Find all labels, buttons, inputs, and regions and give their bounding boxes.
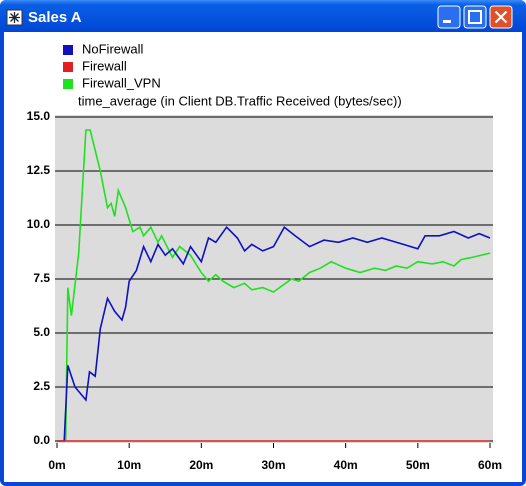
maximize-button[interactable]: [463, 5, 487, 29]
close-button[interactable]: [489, 5, 513, 29]
minimize-button[interactable]: [437, 5, 461, 29]
chart-subtitle: time_average (in Client DB.Traffic Recei…: [78, 93, 402, 108]
x-tick-label: 60m: [478, 458, 502, 472]
legend-swatch: [63, 79, 73, 89]
y-tick-label: 15.0: [27, 109, 51, 123]
y-tick-label: 7.5: [33, 271, 50, 285]
title-bar: [0, 0, 526, 32]
series-line: [57, 225, 491, 442]
window-title: Sales A: [28, 9, 82, 26]
legend-swatch: [63, 62, 73, 72]
y-tick-label: 12.5: [27, 163, 51, 177]
legend-label: NoFirewall: [82, 41, 144, 56]
series-line: [64, 129, 491, 442]
x-tick-label: 50m: [406, 458, 430, 472]
y-tick-label: 0.0: [33, 433, 50, 447]
legend-label: Firewall: [82, 58, 127, 73]
y-tick-label: 10.0: [27, 217, 51, 231]
x-tick-label: 40m: [334, 458, 358, 472]
x-tick-label: 20m: [189, 458, 213, 472]
x-tick-label: 10m: [117, 458, 141, 472]
y-tick-label: 2.5: [33, 379, 50, 393]
app-icon: [6, 9, 23, 26]
legend-label: Firewall_VPN: [82, 75, 161, 90]
y-tick-label: 5.0: [33, 325, 50, 339]
x-tick-label: 0m: [48, 458, 65, 472]
x-tick-label: 30m: [261, 458, 285, 472]
legend-swatch: [63, 45, 73, 55]
